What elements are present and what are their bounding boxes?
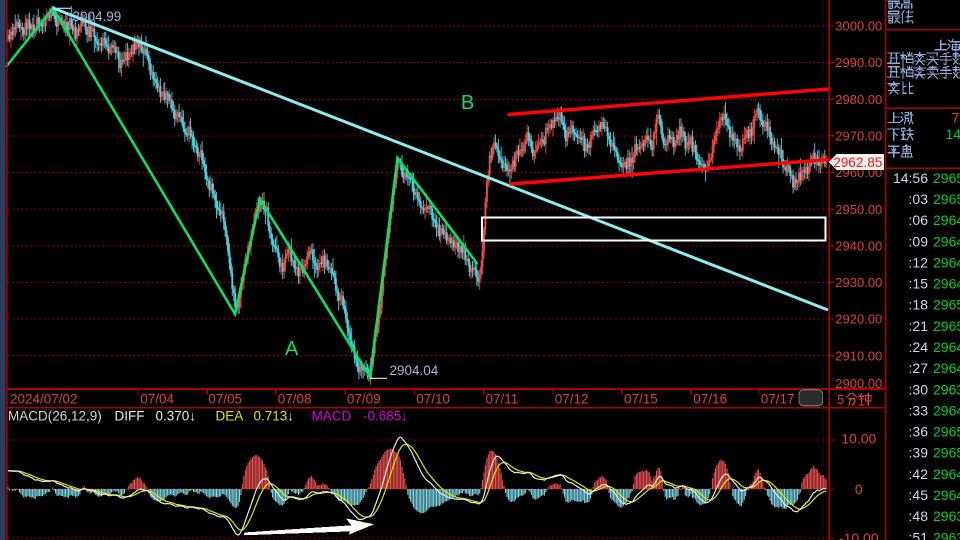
svg-text:5: 5	[837, 392, 844, 407]
svg-text:0.713↓: 0.713↓	[254, 409, 295, 424]
svg-text:07/05: 07/05	[208, 392, 242, 407]
svg-text::45: :45	[909, 487, 929, 503]
svg-text::21: :21	[909, 318, 929, 334]
svg-text:2962.85: 2962.85	[833, 155, 882, 170]
svg-text::15: :15	[909, 276, 929, 292]
svg-text:2964: 2964	[933, 276, 960, 292]
svg-text:07/16: 07/16	[693, 392, 727, 407]
svg-text:14:56: 14:56	[893, 170, 928, 186]
svg-text:2965: 2965	[933, 445, 960, 461]
svg-text::48: :48	[909, 508, 929, 524]
svg-text:2965: 2965	[933, 297, 960, 313]
svg-text:2964: 2964	[933, 466, 960, 482]
svg-text:10.00: 10.00	[841, 431, 876, 447]
svg-text::30: :30	[909, 381, 929, 397]
svg-text:2965: 2965	[933, 170, 960, 186]
svg-text:2900.00: 2900.00	[835, 376, 882, 391]
svg-text:2904.04: 2904.04	[390, 363, 439, 378]
svg-text:2910.00: 2910.00	[835, 348, 882, 363]
svg-text:2930.00: 2930.00	[835, 275, 882, 290]
svg-text:142: 142	[946, 126, 960, 142]
svg-text:07/17: 07/17	[761, 392, 795, 407]
svg-text::27: :27	[909, 360, 929, 376]
svg-text::09: :09	[909, 233, 929, 249]
svg-text:07/10: 07/10	[416, 392, 450, 407]
svg-text::03: :03	[909, 191, 929, 207]
svg-text::36: :36	[909, 424, 929, 440]
svg-text:DEA: DEA	[216, 409, 244, 424]
svg-text:MACD(26,12,9): MACD(26,12,9)	[8, 409, 102, 424]
svg-text:2964: 2964	[933, 360, 960, 376]
svg-text:76: 76	[952, 110, 960, 126]
svg-text:2963: 2963	[933, 381, 960, 397]
svg-text:2964: 2964	[933, 254, 960, 270]
svg-text:-0.685↓: -0.685↓	[363, 409, 408, 424]
svg-text:07/15: 07/15	[624, 392, 658, 407]
svg-text:07/04: 07/04	[140, 392, 174, 407]
svg-text::24: :24	[909, 339, 929, 355]
svg-text:2963: 2963	[933, 508, 960, 524]
svg-text:2024/07/02: 2024/07/02	[10, 392, 78, 407]
svg-text:-10.00: -10.00	[839, 530, 879, 540]
svg-text:0.370↓: 0.370↓	[156, 409, 197, 424]
svg-text:2964: 2964	[933, 233, 960, 249]
svg-text::12: :12	[909, 254, 929, 270]
svg-text:2965: 2965	[933, 424, 960, 440]
svg-text:2965: 2965	[933, 191, 960, 207]
svg-text:07/11: 07/11	[486, 392, 519, 407]
svg-text:2980.00: 2980.00	[835, 92, 882, 107]
svg-text::39: :39	[909, 445, 929, 461]
svg-text::06: :06	[909, 212, 929, 228]
svg-text:07/09: 07/09	[347, 392, 381, 407]
svg-text:3000.00: 3000.00	[835, 19, 882, 34]
svg-text:0: 0	[855, 481, 863, 497]
svg-text:2920.00: 2920.00	[835, 312, 882, 327]
svg-text:07/12: 07/12	[555, 392, 589, 407]
svg-text::33: :33	[909, 402, 929, 418]
svg-text:2965: 2965	[933, 318, 960, 334]
svg-text:2990.00: 2990.00	[835, 55, 882, 70]
svg-text:2964: 2964	[933, 487, 960, 503]
svg-text:2940.00: 2940.00	[835, 238, 882, 253]
svg-text::51: :51	[909, 529, 929, 540]
svg-text:07/08: 07/08	[278, 392, 312, 407]
svg-text:2963: 2963	[933, 529, 960, 540]
svg-text:B: B	[461, 92, 474, 114]
svg-text:2964: 2964	[933, 402, 960, 418]
svg-text::42: :42	[909, 466, 929, 482]
svg-text:2950.00: 2950.00	[835, 202, 882, 217]
svg-text:2964: 2964	[933, 339, 960, 355]
svg-text:2964: 2964	[933, 212, 960, 228]
svg-text:A: A	[285, 338, 299, 360]
svg-text:DIFF: DIFF	[115, 409, 145, 424]
svg-text:3004.99: 3004.99	[73, 9, 122, 24]
svg-text::18: :18	[909, 297, 929, 313]
svg-text:MACD: MACD	[312, 409, 352, 424]
svg-text:2970.00: 2970.00	[835, 129, 882, 144]
